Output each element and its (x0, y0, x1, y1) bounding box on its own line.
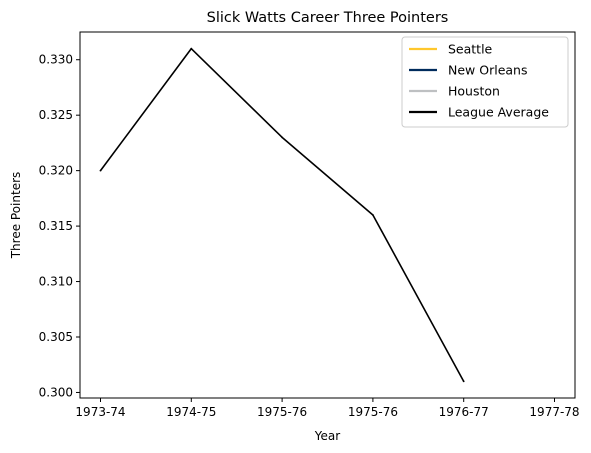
legend-label: New Orleans (448, 63, 527, 78)
y-tick-label: 0.300 (39, 385, 73, 399)
y-tick-label: 0.305 (39, 330, 73, 344)
legend-label: Seattle (448, 42, 493, 57)
y-tick-label: 0.320 (39, 164, 73, 178)
y-tick-label: 0.315 (39, 219, 73, 233)
y-tick-label: 0.330 (39, 53, 73, 67)
plot-frame (79, 31, 576, 399)
data-point (372, 214, 374, 216)
legend-label: League Average (448, 105, 549, 120)
chart-title: Slick Watts Career Three Pointers (207, 10, 449, 26)
x-axis-title: Year (314, 429, 340, 443)
data-point (99, 169, 102, 172)
legend-label: Houston (448, 84, 500, 99)
y-tick-label: 0.310 (39, 275, 73, 289)
x-tick-label: 1975-76 (348, 405, 398, 419)
x-tick-label: 1975-76 (257, 405, 307, 419)
y-axis: 0.300 0.305 0.310 0.315 0.320 0.325 0.330 (39, 53, 80, 399)
x-axis: 1973-74 1974-75 1975-76 1975-76 1976-77 1977-… (75, 398, 580, 419)
data-point (190, 47, 193, 50)
plot-area (79, 31, 576, 399)
x-tick-label: 1976-77 (439, 405, 489, 419)
y-axis-title: Three Pointers (9, 172, 23, 260)
data-point (281, 136, 283, 139)
x-tick-label: 1974-75 (166, 405, 216, 419)
y-tick-label: 0.325 (39, 108, 73, 122)
legend: Seattle New Orleans Houston League Average (401, 36, 569, 128)
data-point (462, 380, 465, 383)
series-layer (99, 47, 465, 383)
x-tick-label: 1973-74 (75, 405, 125, 419)
x-tick-label: 1977-78 (529, 405, 579, 419)
legend-box (401, 36, 569, 128)
